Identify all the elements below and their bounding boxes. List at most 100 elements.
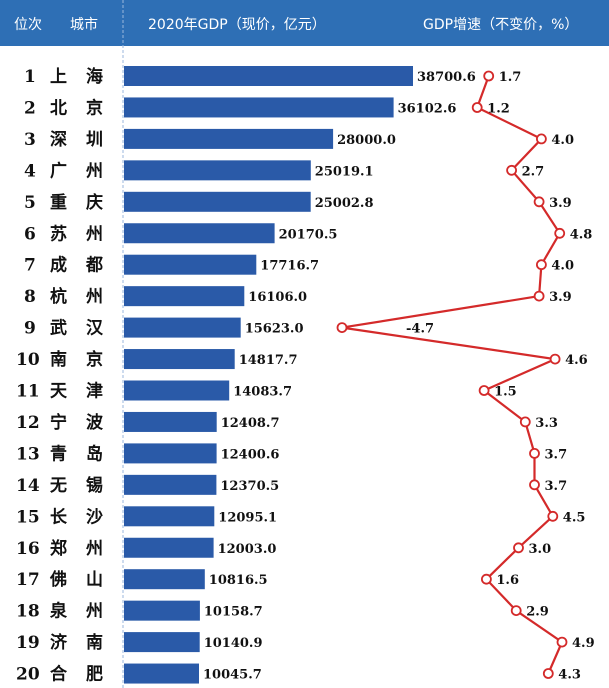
gdp-value-label: 14083.7 (233, 385, 292, 400)
growth-point (556, 636, 568, 648)
growth-value-label: 1.6 (496, 573, 519, 588)
growth-point (533, 196, 545, 208)
rank-label: 5 (24, 193, 36, 213)
growth-value-label: 4.0 (551, 259, 574, 274)
rows-group: 1 上海 38700.6 2 北京 36102.6 3 深圳 28000.0 4 广州 25019.1… (16, 66, 476, 685)
city-label: 郑州 (50, 538, 103, 559)
city-label: 武汉 (50, 318, 104, 339)
city-label: 青岛 (50, 443, 103, 464)
gdp-value-label: 12095.1 (218, 510, 277, 525)
growth-value-label: 1.2 (487, 102, 510, 117)
gdp-bar (124, 223, 275, 244)
growth-value-label: 1.5 (494, 385, 517, 400)
growth-value-label: 3.3 (535, 416, 558, 431)
gdp-value-label: 14817.7 (239, 353, 298, 368)
rank-label: 18 (16, 602, 40, 622)
gdp-bar (124, 600, 200, 621)
gdp-bar (124, 411, 217, 432)
rank-label: 8 (24, 287, 36, 307)
gdp-value-label: 12003.0 (218, 542, 277, 557)
gdp-bar (124, 191, 311, 212)
gdp-bar (124, 474, 217, 495)
city-label: 佛山 (49, 569, 103, 590)
rank-label: 20 (16, 665, 40, 685)
growth-point (549, 353, 561, 365)
city-label: 杭州 (50, 286, 103, 307)
gdp-bar (124, 380, 230, 401)
growth-point (506, 164, 518, 176)
rank-label: 16 (16, 539, 40, 559)
growth-point (536, 133, 547, 145)
gdp-value-label: 10045.7 (203, 668, 262, 683)
rank-label: 2 (24, 98, 36, 118)
gdp-bar (124, 66, 413, 86)
rank-label: 13 (16, 444, 40, 464)
gdp-bar (124, 632, 200, 653)
gdp-value-label: 17716.7 (260, 259, 319, 274)
growth-value-label: 4.8 (570, 227, 593, 242)
city-label: 深圳 (50, 129, 103, 150)
city-label: 天津 (50, 381, 103, 402)
rank-label: 1 (24, 67, 36, 87)
gdp-bar (124, 286, 245, 307)
gdp-value-label: 12400.6 (221, 447, 280, 462)
growth-point (471, 102, 483, 113)
gdp-value-label: 20170.5 (279, 227, 338, 242)
gdp-bar (124, 97, 394, 118)
gdp-bar (124, 349, 235, 370)
growth-value-label: 4.3 (558, 668, 581, 683)
rank-label: 9 (24, 319, 36, 339)
gdp-value-label: 28000.0 (337, 133, 396, 148)
growth-value-label: -4.7 (406, 322, 434, 337)
gdp-value-label: 25019.1 (315, 164, 374, 179)
growth-point (483, 70, 495, 82)
gdp-bar (124, 317, 241, 338)
rank-label: 4 (24, 161, 36, 181)
rank-label: 7 (24, 256, 36, 276)
growth-value-label: 4.5 (563, 510, 586, 525)
rank-label: 11 (16, 382, 40, 402)
growth-point (529, 447, 540, 459)
gdp-bar (124, 443, 217, 464)
rank-label: 17 (16, 570, 40, 590)
city-label: 泉州 (49, 601, 103, 622)
growth-point (519, 416, 531, 428)
gdp-value-label: 10158.7 (204, 605, 263, 620)
growth-point (554, 227, 566, 239)
gdp-bar (124, 537, 214, 558)
rank-label: 12 (16, 413, 40, 433)
gdp-bar (124, 160, 311, 181)
gdp-value-label: 12408.7 (221, 416, 280, 431)
growth-value-label: 3.9 (549, 196, 572, 211)
rank-label: 14 (16, 476, 40, 496)
rank-label: 15 (16, 507, 40, 527)
growth-value-label: 4.6 (565, 353, 588, 368)
city-label: 长沙 (50, 506, 103, 527)
rank-label: 10 (16, 350, 40, 370)
city-label: 重庆 (50, 192, 103, 213)
growth-point (336, 322, 348, 334)
growth-value-label: 3.7 (545, 479, 568, 494)
growth-value-label: 3.7 (545, 447, 568, 462)
gdp-bar (124, 254, 257, 275)
growth-value-label: 3.9 (549, 290, 572, 305)
gdp-value-label: 10140.9 (204, 636, 263, 651)
gdp-value-label: 38700.6 (417, 70, 476, 85)
city-label: 宁波 (50, 412, 104, 433)
city-label: 济南 (50, 632, 103, 653)
growth-line (341, 75, 564, 674)
gdp-value-label: 25002.8 (315, 196, 374, 211)
city-label: 上海 (50, 66, 103, 87)
growth-value-label: 2.9 (526, 605, 549, 620)
growth-value-label: 1.7 (499, 70, 522, 85)
growth-line-group: 1.7 1.2 4.0 2.7 3.9 4.8 4.0 3.9 -4.7 4.6 1.5 3.3 3.7… (336, 70, 595, 683)
gdp-bar (124, 506, 215, 527)
gdp-value-label: 12370.5 (220, 479, 279, 494)
city-label: 成都 (50, 255, 103, 276)
city-label: 苏州 (50, 223, 103, 244)
city-label: 南京 (50, 349, 103, 370)
growth-point (478, 385, 490, 396)
gdp-value-label: 16106.0 (248, 290, 307, 305)
gdp-bar (124, 663, 199, 684)
